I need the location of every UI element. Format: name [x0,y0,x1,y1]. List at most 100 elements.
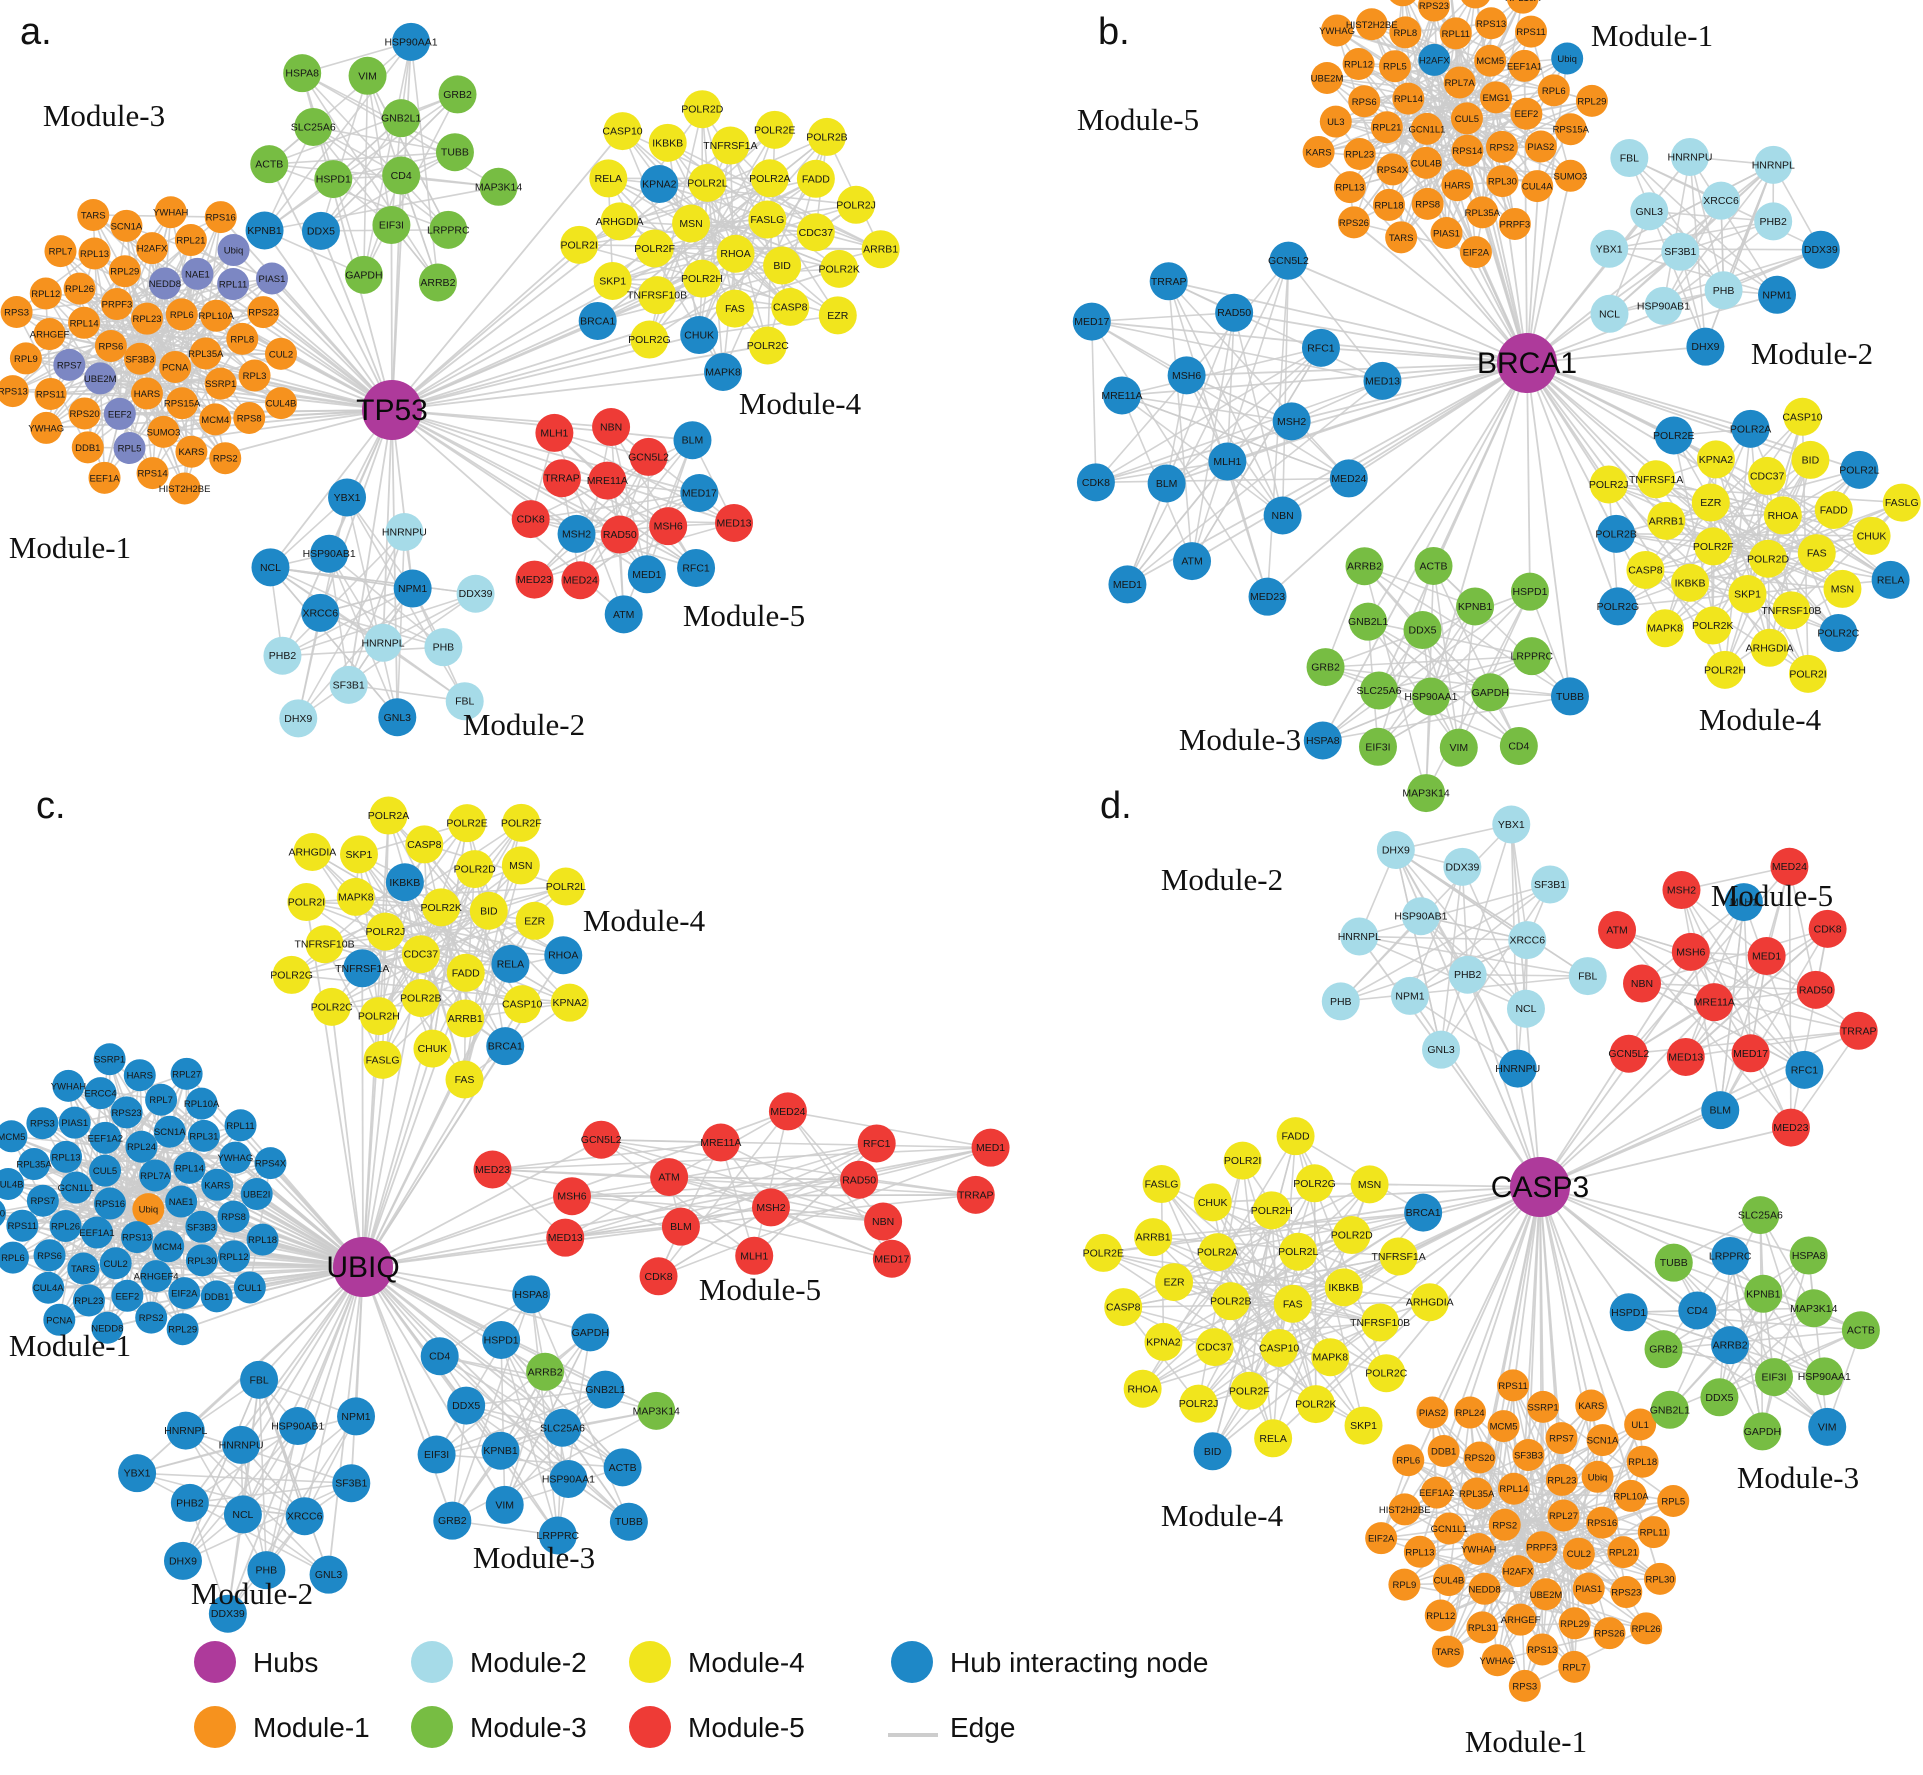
module-title-module-1: Module-1 [9,530,131,565]
gene-node-label: SF3B3 [1514,1450,1543,1461]
gene-node-label: RPS8 [1415,199,1440,210]
gene-node-PCNA [159,350,192,383]
edge [597,136,828,322]
gene-node-SLC25A6 [1359,671,1398,710]
gene-node-label: NCL [1515,1003,1536,1015]
edge [1628,1311,1861,1332]
gene-node-label: MCM4 [201,415,229,426]
gene-node-label: HNRNPL [164,1425,207,1437]
edge [1608,483,1891,581]
gene-node-label: EIF3I [379,220,404,232]
module-cluster-module-5: RAD50 MRE11A MSH6 MSH2 GCN5L2 MED1 TRRAP MED17 M… [511,408,754,634]
gene-node-label: ATM [658,1172,679,1184]
gene-node-label: RPL7A [140,1171,171,1182]
edge [362,1266,454,1521]
gene-node-RHOA [544,936,583,975]
gene-node-SF3B1 [329,665,368,704]
edge [1367,620,1532,657]
gene-node-label: TRRAP [544,473,580,485]
gene-node-GNB2L1 [1650,1390,1689,1429]
gene-node-CUL4B [1432,1564,1465,1597]
edge [390,225,393,411]
gene-node-label: RPL14 [1499,1484,1528,1495]
edge [1431,1412,1543,1548]
gene-node-MCM5 [1487,1410,1520,1443]
gene-node-label: RPL31 [1468,1623,1497,1634]
gene-node-label: ATM [1181,556,1202,568]
edge [1666,509,1834,522]
gene-node-EIF3I [372,206,411,245]
gene-node-label: RPL14 [175,1163,204,1174]
edge [1690,951,1806,1071]
gene-node-MAP3K14 [1407,774,1446,813]
gene-node-RPL18 [1626,1445,1659,1478]
gene-node-label: NBN [872,1216,894,1228]
gene-node-RFC1 [1301,328,1340,367]
gene-node-MED23 [1771,1108,1810,1147]
edge [1091,320,1383,382]
edge [658,1206,772,1277]
gene-node-label: RPL5 [1383,62,1407,73]
gene-node-RPS16 [204,201,237,234]
gene-node-VIM [348,56,387,95]
gene-node-label: EZR [1164,1277,1185,1289]
gene-node-RPL10A [1614,1479,1647,1512]
gene-node-RELA [1254,1419,1293,1458]
gene-node-HNRNPL [166,1411,205,1450]
edge [1348,362,1528,480]
gene-node-label: MAP3K14 [633,1405,680,1417]
gene-node-RPS11 [34,377,67,410]
gene-node-RPS7 [53,348,86,381]
gene-node-CASP10 [603,112,642,151]
gene-node-RPS11 [1497,1369,1530,1402]
gene-node-POLR2B [401,978,440,1017]
gene-node-ARRB2 [1345,547,1384,586]
gene-node-MSH2 [1662,871,1701,910]
gene-node-label: MAPK8 [705,366,741,378]
gene-node-BLM [1701,1091,1740,1130]
gene-node-label: TARS [1389,233,1414,244]
gene-node-CDC37 [1195,1328,1234,1367]
gene-node-HNRNPL [1340,917,1379,956]
edge [1367,362,1528,623]
module-cluster-module-4: RHOA MSN FASLG POLR2H POLR2L BID POLR2F POLR2A F… [560,90,900,391]
gene-node-FASLG [1882,483,1921,522]
gene-node-RPS3 [1508,1669,1541,1702]
gene-node-SF3B1 [332,1464,371,1503]
gene-node-label: BLM [1709,1105,1731,1117]
gene-node-label: POLR2I [561,239,598,251]
gene-node-HIST2H2BE [168,472,201,505]
gene-node-label: RPL11 [1640,1528,1668,1539]
gene-node-label: GCN5L2 [581,1134,622,1146]
gene-node-label: MED24 [563,575,598,587]
gene-node-ARHGDIA [1410,1283,1449,1322]
edge [48,1266,364,1289]
gene-node-label: BLM [1156,478,1178,490]
module-cluster-module-2: NCL HNRNPU XRCC6 PHB2 HSP90AB1 PHB HNRNPL SF3B1… [118,1360,376,1633]
edge [270,566,413,590]
edge [362,1048,434,1268]
edge [347,409,393,685]
gene-node-CDK8 [1808,909,1847,948]
gene-node-POLR2A [369,796,408,835]
edge [362,815,390,1268]
gene-node-RPL10A [185,1087,218,1120]
gene-node-label: HNRNPU [1495,1063,1540,1075]
gene-node-RHOA [1123,1369,1162,1408]
gene-node-label: HNRNPL [361,637,404,649]
gene-node-RPL9 [9,342,42,375]
gene-node-ATM [1598,911,1637,950]
edge [1526,362,1619,607]
gene-node-label: POLR2J [836,199,876,211]
gene-node-label: RPS7 [30,1196,55,1207]
gene-node-RPS2 [135,1301,168,1334]
gene-node-label: MSN [1831,583,1854,595]
gene-node-label: EZR [1700,497,1721,509]
edge [1641,982,1816,991]
edge [1719,866,1791,1111]
gene-node-label: FBL [249,1374,268,1386]
gene-node-label: BLM [670,1221,692,1233]
gene-node-label: FAS [1807,548,1827,560]
gene-node-SF3B3 [185,1210,218,1243]
gene-node-label: HIST2H2BE [1346,20,1398,31]
